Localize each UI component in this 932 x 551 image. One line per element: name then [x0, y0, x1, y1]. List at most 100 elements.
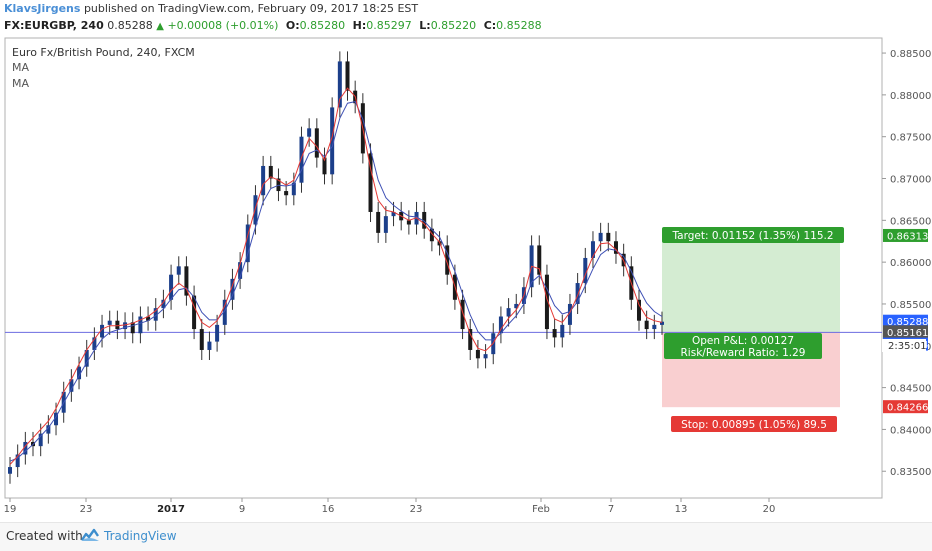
candle-body: [567, 303, 572, 325]
legend-ma-2[interactable]: MA: [12, 77, 29, 90]
y-tick-label: 0.86500: [890, 216, 931, 227]
price-axis[interactable]: 0.88500 0.88000 0.87500 0.87000 0.86500 0.860…: [882, 49, 931, 478]
candle-body: [100, 324, 105, 338]
x-tick-label: Feb: [532, 504, 550, 515]
candle-body: [544, 274, 549, 330]
candle-body: [514, 303, 519, 309]
stop-label-text: Stop: 0.00895 (1.05%) 89.5: [681, 419, 827, 431]
low-value: 0.85220: [430, 19, 477, 32]
x-tick-label: 7: [608, 504, 614, 515]
price-chart[interactable]: Target: 0.01152 (1.35%) 115.2 Open P&L: …: [0, 0, 932, 522]
open-value: 0.85280: [299, 19, 346, 32]
candle-body: [583, 257, 588, 284]
candle-body: [130, 322, 135, 334]
candle-body: [475, 349, 480, 359]
y-tick-label: 0.84500: [890, 384, 931, 395]
candle-body: [253, 195, 258, 225]
candle-body: [268, 165, 273, 179]
author-link[interactable]: KlavsJirgens: [4, 2, 81, 15]
candle-body: [406, 220, 411, 225]
position-zones[interactable]: [662, 235, 840, 408]
close-label: C:: [483, 19, 497, 32]
candle-body: [92, 337, 97, 350]
candle-body: [192, 295, 197, 330]
price-tag: [883, 228, 928, 242]
countdown-text: 2:35:01: [888, 341, 927, 352]
candle-body: [560, 324, 565, 338]
stop-label: Stop: 0.00895 (1.05%) 89.5: [671, 416, 837, 432]
published-text: published on TradingView.com, February 0…: [83, 2, 419, 15]
y-tick-label: 0.87500: [890, 133, 931, 144]
y-tick-label: 0.86000: [890, 258, 931, 269]
candle-body: [636, 299, 641, 321]
candle-body: [598, 232, 603, 242]
x-tick-label: 23: [410, 504, 423, 515]
x-tick-label: 23: [80, 504, 93, 515]
candle-body: [445, 245, 450, 275]
candle-body: [613, 241, 618, 254]
candle-body: [330, 107, 335, 175]
legend-ma-1[interactable]: MA: [12, 61, 29, 74]
publish-info: KlavsJirgens published on TradingView.co…: [4, 2, 418, 15]
candle-body: [383, 216, 388, 233]
candle-body: [161, 299, 166, 309]
x-tick-label: 20: [763, 504, 776, 515]
price-tag-label: 0.86313: [887, 231, 928, 242]
y-tick-label: 0.84000: [890, 425, 931, 436]
countdown-tag: 2:35:01: [882, 339, 927, 352]
candle-body: [23, 441, 28, 455]
candle-body: [245, 224, 250, 263]
high-value: 0.85297: [366, 19, 412, 32]
candle-body: [483, 354, 488, 359]
candle-body: [468, 329, 473, 350]
candle-body: [337, 61, 342, 108]
candle-body: [207, 341, 212, 350]
candle-body: [230, 278, 235, 300]
candle-body: [153, 308, 158, 321]
y-tick-label: 0.88000: [890, 91, 931, 102]
candle-body: [552, 329, 557, 338]
candle-body: [115, 320, 120, 330]
candle-body: [69, 379, 74, 392]
tradingview-brand[interactable]: TradingView: [104, 529, 177, 543]
ma-fast-line: [9, 87, 663, 465]
price-tag-label: 0.85288: [887, 317, 928, 328]
candle-body: [575, 283, 580, 304]
candle-body: [376, 211, 381, 233]
candle-body: [123, 322, 128, 330]
candle-body: [644, 320, 649, 330]
candle-body: [537, 245, 542, 275]
candle-body: [146, 316, 151, 321]
candle-body: [176, 266, 181, 275]
target-label-text: Target: 0.01152 (1.35%) 115.2: [671, 230, 833, 242]
y-tick-label: 0.85500: [890, 300, 931, 311]
candle-body: [506, 308, 511, 317]
candle-body: [652, 324, 657, 330]
symbol-label: FX:EURGBP, 240: [4, 19, 104, 32]
tradingview-logo-icon[interactable]: [80, 528, 100, 544]
high-label: H:: [352, 19, 367, 32]
candle-body: [38, 433, 43, 447]
symbol-info: FX:EURGBP, 240 0.85288 ▲ +0.00008 (+0.01…: [4, 19, 542, 32]
candle-body: [107, 320, 112, 325]
candle-body: [284, 191, 289, 196]
candle-body: [138, 316, 143, 334]
time-axis[interactable]: 19 23 2017 9 16 23 Feb 7 13 20: [4, 498, 776, 515]
close-value: 0.85288: [496, 19, 542, 32]
candle-body: [322, 157, 327, 175]
candle-body: [391, 211, 396, 217]
candle-body: [238, 262, 243, 279]
x-tick-label: 19: [4, 504, 17, 515]
candle-body: [84, 349, 89, 367]
x-tick-label: 9: [239, 504, 245, 515]
candle-body: [77, 366, 82, 380]
price-tag: [883, 400, 928, 414]
candle-body: [46, 425, 51, 434]
x-tick-label: 13: [675, 504, 688, 515]
price-tag: [883, 325, 928, 339]
pnl-label: Open P&L: 0.00127 Risk/Reward Ratio: 1.2…: [664, 333, 822, 359]
price-tag-label: 0.84266: [887, 403, 928, 414]
candle-body: [314, 128, 319, 158]
target-zone[interactable]: [662, 235, 840, 333]
candle-body: [184, 266, 189, 296]
